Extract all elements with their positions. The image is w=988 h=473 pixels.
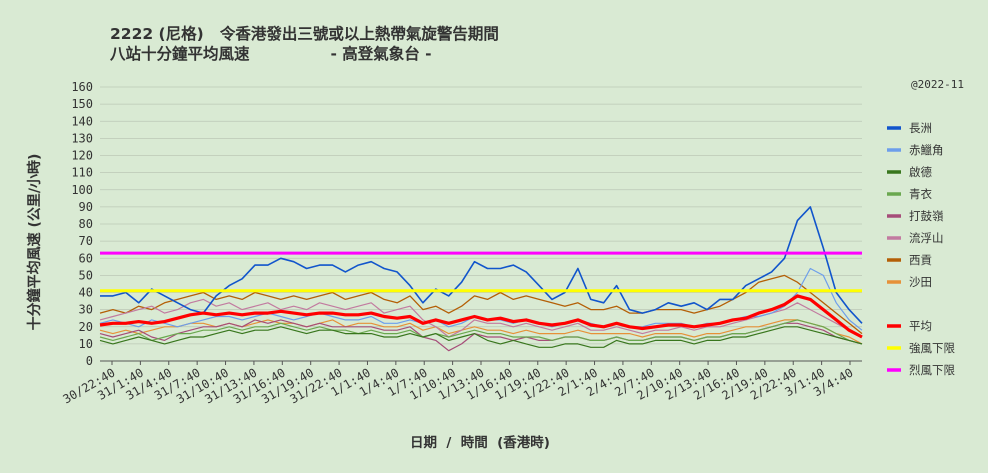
y-tick-label: 40 bbox=[79, 286, 93, 300]
legend-label: 平均 bbox=[909, 319, 932, 333]
y-tick-label: 50 bbox=[79, 268, 93, 282]
y-tick-label: 80 bbox=[79, 217, 93, 231]
legend-label: 沙田 bbox=[909, 275, 932, 289]
y-tick-label: 90 bbox=[79, 200, 93, 214]
series-line-0 bbox=[100, 206, 863, 324]
series-line-2 bbox=[99, 326, 863, 348]
legend-label: 烈風下限 bbox=[909, 363, 955, 377]
legend-label: 西貢 bbox=[909, 253, 932, 267]
y-tick-label: 150 bbox=[71, 97, 93, 111]
y-tick-label: 160 bbox=[71, 80, 93, 94]
y-tick-label: 100 bbox=[71, 183, 93, 197]
y-tick-label: 30 bbox=[79, 303, 93, 317]
legend-label: 赤鱲角 bbox=[909, 143, 944, 157]
y-tick-label: 110 bbox=[71, 166, 93, 180]
y-tick-label: 20 bbox=[79, 320, 93, 334]
legend-label: 啟德 bbox=[909, 165, 932, 179]
y-tick-label: 130 bbox=[71, 131, 93, 145]
series-line-4 bbox=[99, 319, 863, 352]
y-tick-label: 70 bbox=[79, 234, 93, 248]
y-tick-label: 140 bbox=[71, 114, 93, 128]
y-tick-label: 0 bbox=[86, 354, 93, 368]
copyright-text: @2022-11 bbox=[911, 78, 964, 91]
series-line-3 bbox=[99, 319, 863, 345]
chart-title-line2: 八站十分鐘平均風速 - 高登氣象台 - bbox=[110, 45, 432, 63]
legend-label: 打鼓嶺 bbox=[909, 209, 944, 223]
legend-label: 強風下限 bbox=[909, 341, 955, 355]
series-line-8 bbox=[99, 294, 863, 339]
y-tick-label: 60 bbox=[79, 251, 93, 265]
legend-label: 長洲 bbox=[909, 121, 932, 135]
x-axis-label: 日期 / 時間 (香港時) bbox=[410, 435, 550, 451]
series-line-5 bbox=[99, 298, 863, 338]
legend-label: 流浮山 bbox=[909, 231, 944, 245]
y-tick-label: 120 bbox=[71, 149, 93, 163]
legend-label: 青衣 bbox=[909, 187, 932, 201]
y-tick-label: 10 bbox=[79, 337, 93, 351]
chart-title-line1: 2222 (尼格) 令香港發出三號或以上熱帶氣旋警告期間 bbox=[110, 25, 499, 43]
